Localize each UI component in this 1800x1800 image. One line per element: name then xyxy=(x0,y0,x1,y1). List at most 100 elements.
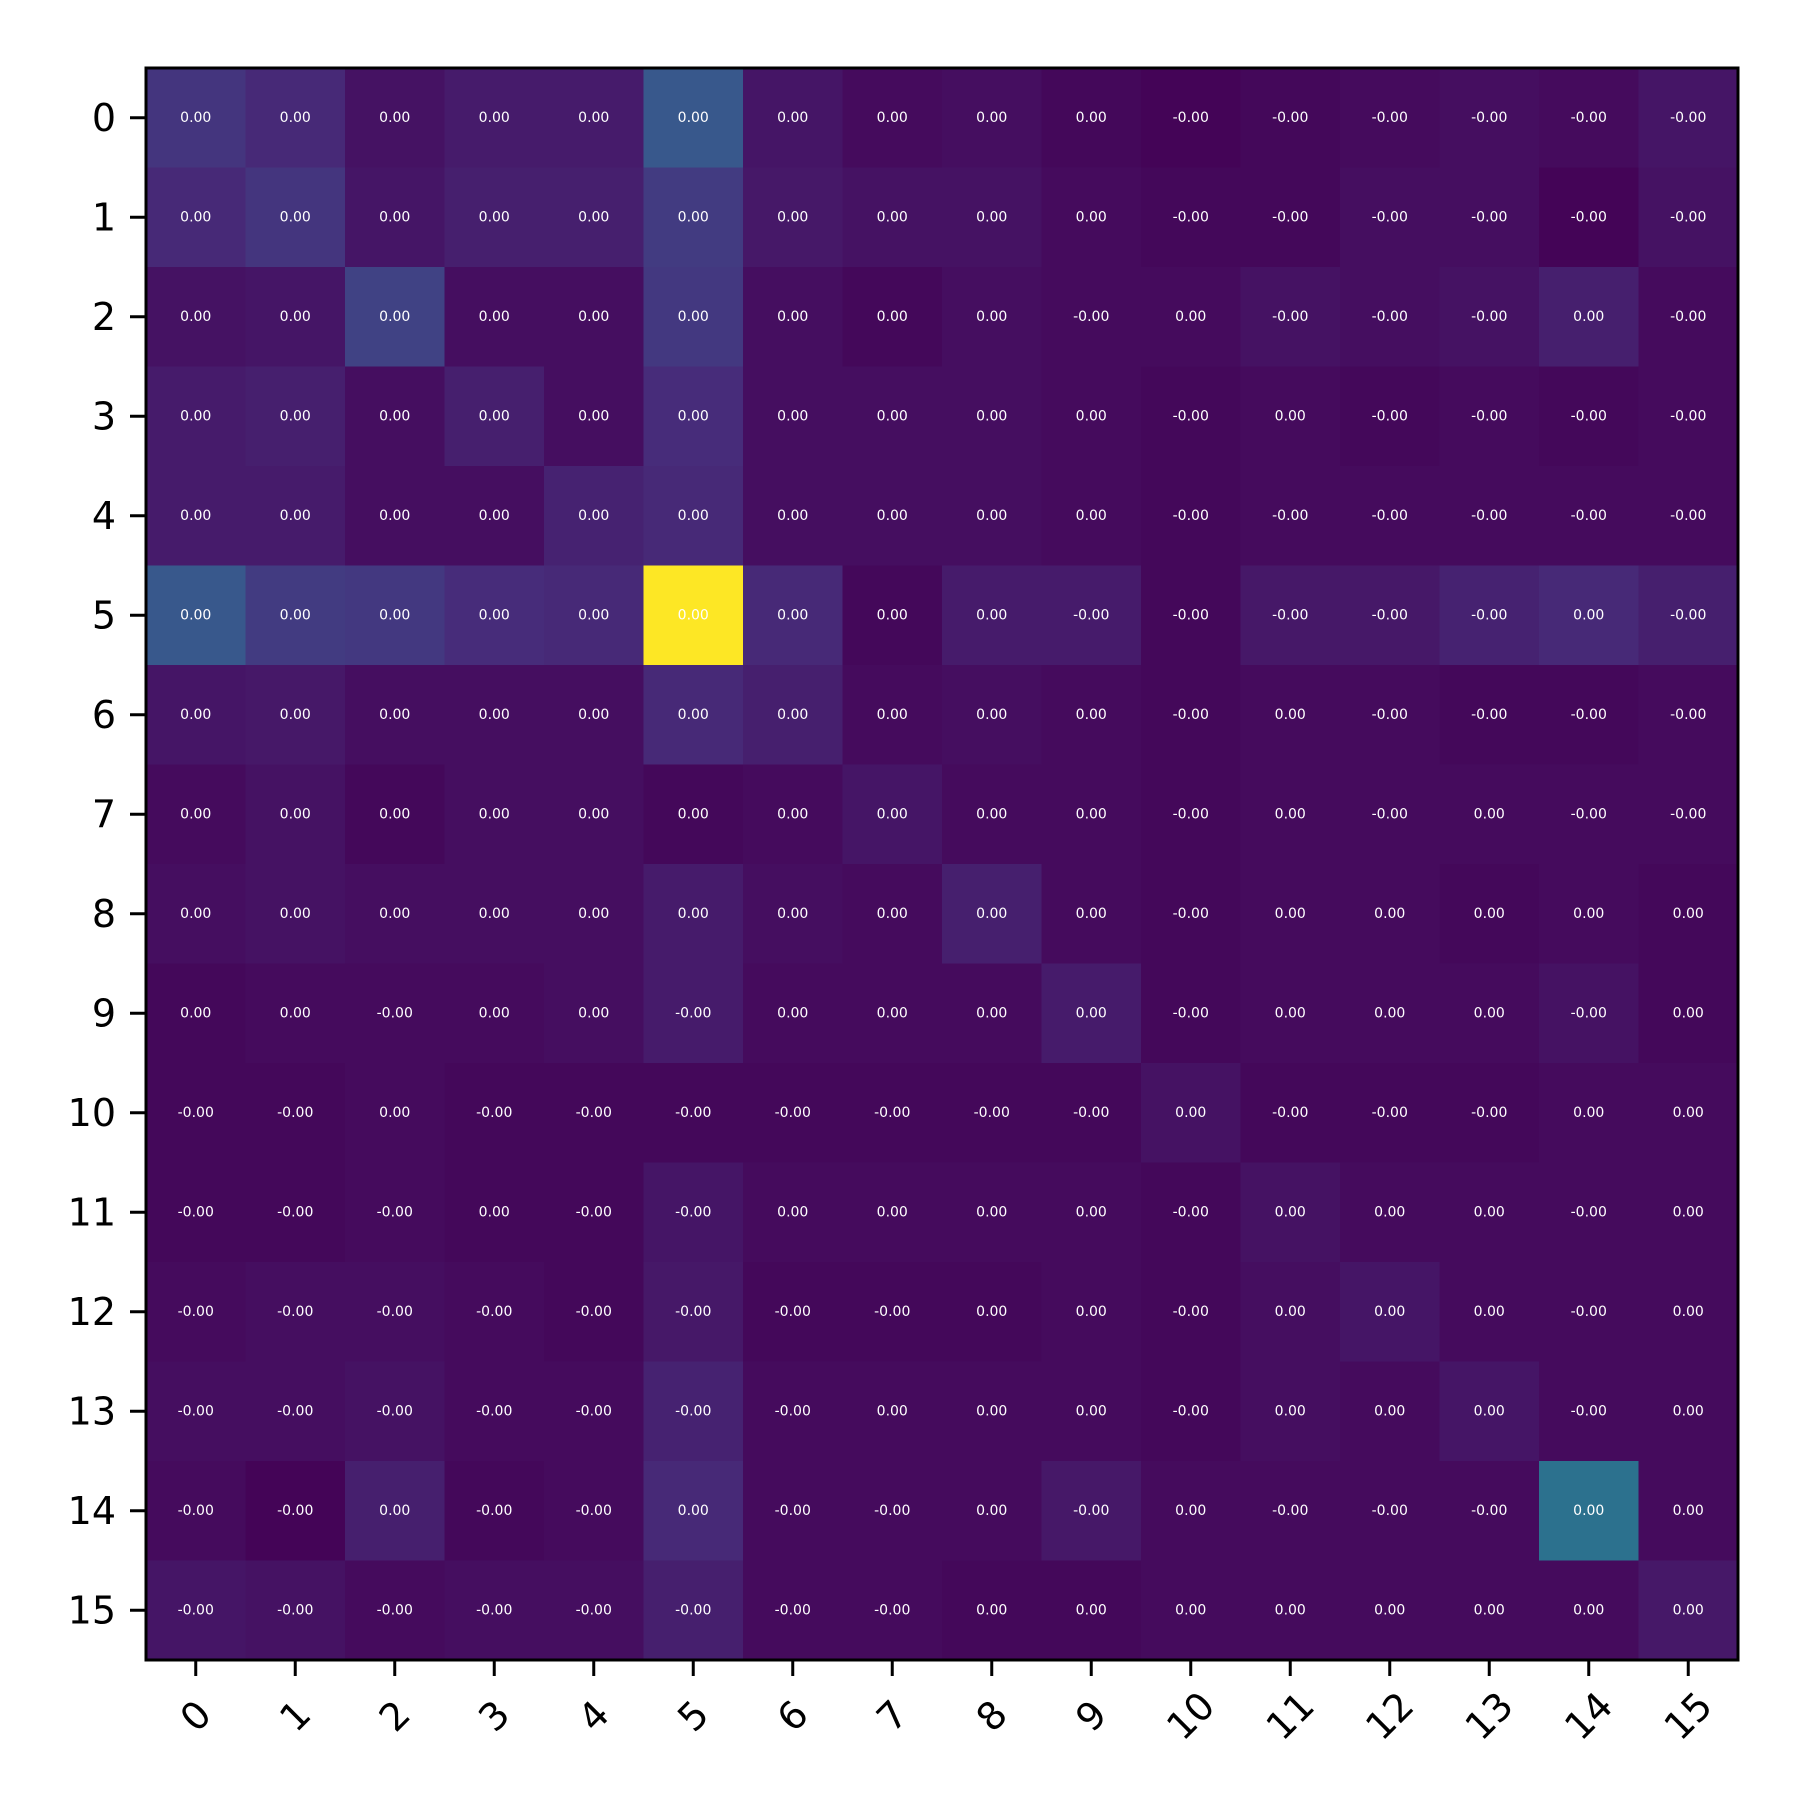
cell-value-label-3-13: -0.00 xyxy=(1471,408,1507,424)
heatmap-cell-7-13 xyxy=(1439,764,1540,865)
cell-value-label-10-3: -0.00 xyxy=(476,1105,512,1121)
y-tick-label-7: 7 xyxy=(92,792,116,836)
cell-value-label-3-4: 0.00 xyxy=(578,408,609,424)
cell-value-label-11-8: 0.00 xyxy=(976,1204,1007,1220)
cell-value-label-4-7: 0.00 xyxy=(877,508,908,524)
y-tick-label-6: 6 xyxy=(92,693,116,737)
cell-value-label-1-14: -0.00 xyxy=(1571,209,1607,225)
cell-value-label-10-6: -0.00 xyxy=(775,1105,811,1121)
heatmap-cell-7-11 xyxy=(1240,764,1341,865)
cell-value-label-0-13: -0.00 xyxy=(1471,110,1507,126)
heatmap-cell-0-8 xyxy=(942,68,1042,168)
cell-value-label-14-2: 0.00 xyxy=(379,1503,410,1519)
cell-value-label-11-6: 0.00 xyxy=(777,1204,808,1220)
heatmap-cell-9-12 xyxy=(1340,963,1440,1064)
heatmap-cell-10-9 xyxy=(1041,1063,1142,1163)
heatmap-cell-0-1 xyxy=(245,68,346,168)
heatmap-cell-5-8 xyxy=(942,565,1042,666)
heatmap-cell-8-3 xyxy=(444,864,545,964)
cell-value-label-11-4: -0.00 xyxy=(576,1204,612,1220)
cell-value-label-9-4: 0.00 xyxy=(578,1005,609,1021)
heatmap-cell-5-12 xyxy=(1340,565,1440,666)
cell-value-label-5-7: 0.00 xyxy=(877,607,908,623)
heatmap-cell-5-7 xyxy=(842,565,943,666)
heatmap-cell-7-9 xyxy=(1041,764,1142,865)
cell-value-label-5-12: -0.00 xyxy=(1372,607,1408,623)
cell-value-label-2-3: 0.00 xyxy=(479,309,510,325)
cell-value-label-10-15: 0.00 xyxy=(1673,1105,1704,1121)
cell-value-label-12-9: 0.00 xyxy=(1076,1304,1107,1320)
y-tick-label-9: 9 xyxy=(92,991,116,1035)
heatmap-cell-2-10 xyxy=(1141,267,1241,367)
cell-value-label-10-14: 0.00 xyxy=(1573,1105,1604,1121)
cell-value-label-7-8: 0.00 xyxy=(976,806,1007,822)
heatmap-cell-6-13 xyxy=(1439,665,1540,765)
cell-value-label-10-12: -0.00 xyxy=(1372,1105,1408,1121)
y-tick-label-5: 5 xyxy=(92,593,116,637)
heatmap-cell-15-3 xyxy=(444,1560,545,1661)
cell-value-label-6-5: 0.00 xyxy=(678,707,709,723)
x-tick-label-1: 1 xyxy=(271,1692,319,1740)
heatmap-cell-2-5 xyxy=(643,267,744,367)
heatmap-cell-14-4 xyxy=(544,1461,644,1561)
heatmap-cell-4-9 xyxy=(1041,466,1142,566)
heatmap-cell-11-15 xyxy=(1638,1162,1739,1263)
cell-value-label-9-15: 0.00 xyxy=(1673,1005,1704,1021)
cell-value-label-4-11: -0.00 xyxy=(1272,508,1308,524)
cell-value-label-9-3: 0.00 xyxy=(479,1005,510,1021)
cell-value-label-15-7: -0.00 xyxy=(874,1602,910,1618)
cell-value-label-0-4: 0.00 xyxy=(578,110,609,126)
heatmap-cell-3-5 xyxy=(643,366,744,467)
x-tick-label-8: 8 xyxy=(968,1692,1016,1740)
cell-value-label-15-4: -0.00 xyxy=(576,1602,612,1618)
heatmap-cell-1-10 xyxy=(1141,167,1241,268)
heatmap-cell-6-4 xyxy=(544,665,644,765)
cell-value-label-8-4: 0.00 xyxy=(578,906,609,922)
cell-value-label-11-15: 0.00 xyxy=(1673,1204,1704,1220)
cell-value-label-10-2: 0.00 xyxy=(379,1105,410,1121)
cell-value-label-14-11: -0.00 xyxy=(1272,1503,1308,1519)
heatmap-cell-13-13 xyxy=(1439,1361,1540,1462)
cell-value-label-13-7: 0.00 xyxy=(877,1403,908,1419)
y-tick-label-3: 3 xyxy=(92,394,116,438)
heatmap-cell-9-6 xyxy=(743,963,843,1064)
heatmap-cell-15-5 xyxy=(643,1560,744,1661)
cell-value-label-9-0: 0.00 xyxy=(180,1005,211,1021)
heatmap-cell-6-5 xyxy=(643,665,744,765)
cell-value-label-15-9: 0.00 xyxy=(1076,1602,1107,1618)
cell-value-label-7-13: 0.00 xyxy=(1474,806,1505,822)
cell-value-label-6-1: 0.00 xyxy=(280,707,311,723)
cell-value-label-11-12: 0.00 xyxy=(1374,1204,1405,1220)
cell-value-label-6-3: 0.00 xyxy=(479,707,510,723)
x-tick-label-15: 15 xyxy=(1656,1683,1721,1748)
x-tick-label-9: 9 xyxy=(1067,1692,1115,1740)
heatmap-cell-13-6 xyxy=(743,1361,843,1462)
heatmap-cell-12-6 xyxy=(743,1262,843,1362)
heatmap-cell-1-11 xyxy=(1240,167,1341,268)
heatmap-cell-13-1 xyxy=(245,1361,346,1462)
heatmap-cell-4-15 xyxy=(1638,466,1739,566)
heatmap-cell-6-2 xyxy=(345,665,445,765)
x-tick-label-11: 11 xyxy=(1258,1683,1323,1748)
cell-value-label-6-10: -0.00 xyxy=(1173,707,1209,723)
heatmap-cell-15-6 xyxy=(743,1560,843,1661)
cell-value-label-12-1: -0.00 xyxy=(277,1304,313,1320)
cell-value-label-4-12: -0.00 xyxy=(1372,508,1408,524)
heatmap-cell-6-15 xyxy=(1638,665,1739,765)
heatmap-cell-12-12 xyxy=(1340,1262,1440,1362)
cell-value-label-12-5: -0.00 xyxy=(675,1304,711,1320)
cell-value-label-14-3: -0.00 xyxy=(476,1503,512,1519)
cell-value-label-13-2: -0.00 xyxy=(377,1403,413,1419)
heatmap-cell-2-3 xyxy=(444,267,545,367)
heatmap-cell-14-3 xyxy=(444,1461,545,1561)
cell-value-label-12-2: -0.00 xyxy=(377,1304,413,1320)
cell-value-label-0-14: -0.00 xyxy=(1571,110,1607,126)
heatmap-cell-9-7 xyxy=(842,963,943,1064)
heatmap-cell-11-12 xyxy=(1340,1162,1440,1263)
heatmap-cell-11-10 xyxy=(1141,1162,1241,1263)
heatmap-cell-8-5 xyxy=(643,864,744,964)
heatmap-cell-11-5 xyxy=(643,1162,744,1263)
cell-value-label-7-9: 0.00 xyxy=(1076,806,1107,822)
heatmap-cell-3-2 xyxy=(345,366,445,467)
heatmap-cell-0-2 xyxy=(345,68,445,168)
